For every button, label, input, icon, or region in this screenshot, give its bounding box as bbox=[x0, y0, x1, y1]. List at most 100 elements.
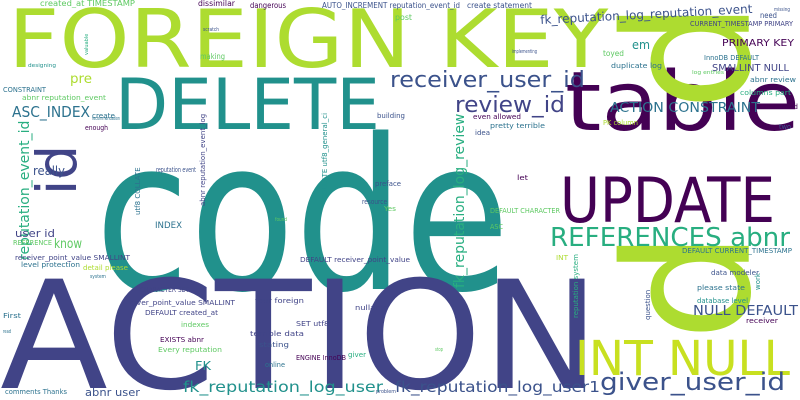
word-default-current-timestamp: DEFAULT CURRENT_TIMESTAMP bbox=[682, 247, 792, 255]
word-duplicate-log: duplicate log bbox=[611, 62, 663, 70]
word-constraint: CONSTRAINT bbox=[3, 86, 47, 94]
word-yes: Yes bbox=[384, 205, 397, 213]
word-log-entries: log entries bbox=[692, 70, 724, 76]
word-character-set: CHARACTER SET bbox=[140, 286, 190, 294]
word-pretty-terrible: pretty terrible bbox=[490, 122, 545, 130]
word-delete: DELETE bbox=[115, 64, 380, 146]
word-abnr-user: abnr user bbox=[85, 386, 140, 399]
word-fk: FK bbox=[195, 359, 211, 373]
word-online: online bbox=[265, 361, 285, 369]
word-default-character: DEFAULT CHARACTER bbox=[490, 207, 560, 215]
word-current-timestamp-primary: CURRENT_TIMESTAMP PRIMARY bbox=[690, 20, 793, 28]
word-null-default: NULL DEFAULT bbox=[693, 304, 799, 319]
word-foreign-key: FOREIGN KEY bbox=[8, 0, 609, 86]
word-collate-utf8-general-ci: COLLATE utf8_general_ci bbox=[321, 112, 329, 200]
word-nullable: nullable bbox=[355, 304, 388, 312]
word-indexes: indexes bbox=[181, 321, 209, 329]
word-idea: idea bbox=[475, 129, 490, 137]
word-giver: giver bbox=[348, 351, 367, 359]
word-innodb-default: InnoDB DEFAULT bbox=[704, 54, 760, 62]
word-receiver: receiver bbox=[746, 317, 778, 325]
word-stating: stating bbox=[259, 341, 289, 349]
word-comments-thanks: comments Thanks bbox=[5, 388, 68, 396]
word-fk-reputation-log-user: fk_reputation_log_user bbox=[183, 378, 384, 396]
word-preface: preface bbox=[375, 180, 401, 188]
word-really: really bbox=[33, 164, 65, 178]
word-asc-index: ASC_INDEX bbox=[12, 103, 91, 121]
word-designing: designing bbox=[28, 63, 57, 69]
word-review-id: review_id bbox=[455, 93, 565, 118]
word-know: know bbox=[54, 237, 83, 252]
word-let: let bbox=[517, 174, 528, 182]
word-fk-reputation-log-user1: fk_reputation_log_user1 bbox=[395, 378, 600, 396]
word-created-at-timestamp: created_at TIMESTAMP bbox=[40, 0, 135, 8]
word-update: UPDATE bbox=[560, 164, 776, 237]
word-concerned: concerned bbox=[760, 103, 798, 111]
word-abnr-reputation-event-log: abnr reputation_event_log bbox=[199, 113, 207, 206]
word-default-created-at: DEFAULT created_at bbox=[145, 309, 219, 317]
word-resource: resource bbox=[362, 198, 388, 206]
word-index: INDEX bbox=[155, 221, 182, 231]
word-abnr-review: abnr review bbox=[750, 76, 796, 84]
word-asc: ASC bbox=[490, 223, 503, 231]
word-four-foreign: four foreign bbox=[255, 297, 304, 305]
word-database-level: database level bbox=[697, 297, 749, 305]
word-references-abnr: REFERENCES abnr bbox=[550, 223, 790, 253]
word-post: post bbox=[395, 13, 413, 22]
word-even-allowed: even allowed bbox=[473, 113, 521, 121]
word-int-null: INT NULL bbox=[575, 331, 791, 387]
word-building: building bbox=[377, 112, 405, 120]
word-problem: problem bbox=[376, 389, 396, 395]
word-found: found bbox=[275, 217, 288, 223]
word-primary-key: PRIMARY KEY bbox=[722, 38, 794, 49]
word-enough: enough bbox=[85, 124, 108, 132]
word-giver-point-value-smallint: giver_point_value SMALLINT bbox=[130, 299, 235, 307]
word-valuable: valuable bbox=[84, 33, 90, 55]
word-question: question bbox=[644, 289, 652, 320]
word-level-protection: level protection bbox=[21, 261, 81, 269]
word-em: em bbox=[632, 38, 650, 52]
word-auto-increment: AUTO_INCREMENT reputation_event_id bbox=[322, 1, 460, 10]
word-pre: pre bbox=[70, 72, 92, 87]
word-engine-innodb: ENGINE InnoDB bbox=[296, 354, 346, 362]
word-two: two bbox=[779, 123, 791, 131]
word-abnr-reputation-event: abnr reputation_event bbox=[22, 94, 107, 102]
word-action-constraint: ACTION CONSTRAINT bbox=[610, 101, 760, 116]
word-smallint-null: SMALLINT NULL bbox=[712, 63, 789, 74]
word-user-id: user id bbox=[15, 227, 56, 240]
word-terrible-data: terrible data bbox=[250, 330, 304, 338]
word-giver-user-id: giver_user_id bbox=[600, 368, 786, 396]
word-toyed: toyed bbox=[603, 49, 624, 58]
word-detail-please: detail please bbox=[83, 264, 128, 272]
word-default-receiver-point-value: DEFAULT receiver_point_value bbox=[300, 256, 411, 264]
word-system: system bbox=[90, 274, 106, 280]
word-work: work bbox=[754, 273, 762, 290]
word-recommendation: recommendation bbox=[92, 116, 121, 122]
word-columns-part: columns part bbox=[740, 89, 792, 97]
word-please-state: please state bbox=[697, 284, 746, 292]
word-fk-reputation-log-review: fk_reputation_log_review bbox=[452, 113, 468, 288]
word-int: INT bbox=[556, 254, 568, 262]
word-data-modeler: data modeler bbox=[711, 269, 760, 277]
word-action: ACTION bbox=[0, 250, 600, 400]
word-making: making bbox=[200, 52, 226, 61]
word-set-utf8: SET utf8 bbox=[296, 320, 330, 328]
word-scratch: scratch bbox=[203, 27, 219, 33]
word-reputation-system: reputation system bbox=[572, 254, 580, 318]
word-read: read bbox=[3, 329, 11, 335]
word-code: code bbox=[95, 94, 510, 339]
word-receiver-user-id: receiver_user_id bbox=[390, 68, 585, 93]
word-stop: stop bbox=[435, 347, 444, 353]
word-implementing: implementing bbox=[512, 49, 537, 55]
word-receiver-point-value-smallint: receiver_point_value SMALLINT bbox=[15, 254, 130, 262]
word-reference: REFERENCE bbox=[13, 239, 53, 247]
word-first: First bbox=[3, 312, 22, 320]
word-reputation-event: reputation event bbox=[156, 166, 197, 174]
word-table: table bbox=[565, 55, 800, 150]
word-missing: missing bbox=[774, 7, 790, 13]
word-pk-column: PK column bbox=[603, 119, 639, 127]
word-need: need bbox=[760, 11, 777, 20]
word-create: create bbox=[92, 112, 115, 120]
word-exists-abnr: EXISTS abnr bbox=[160, 336, 205, 344]
